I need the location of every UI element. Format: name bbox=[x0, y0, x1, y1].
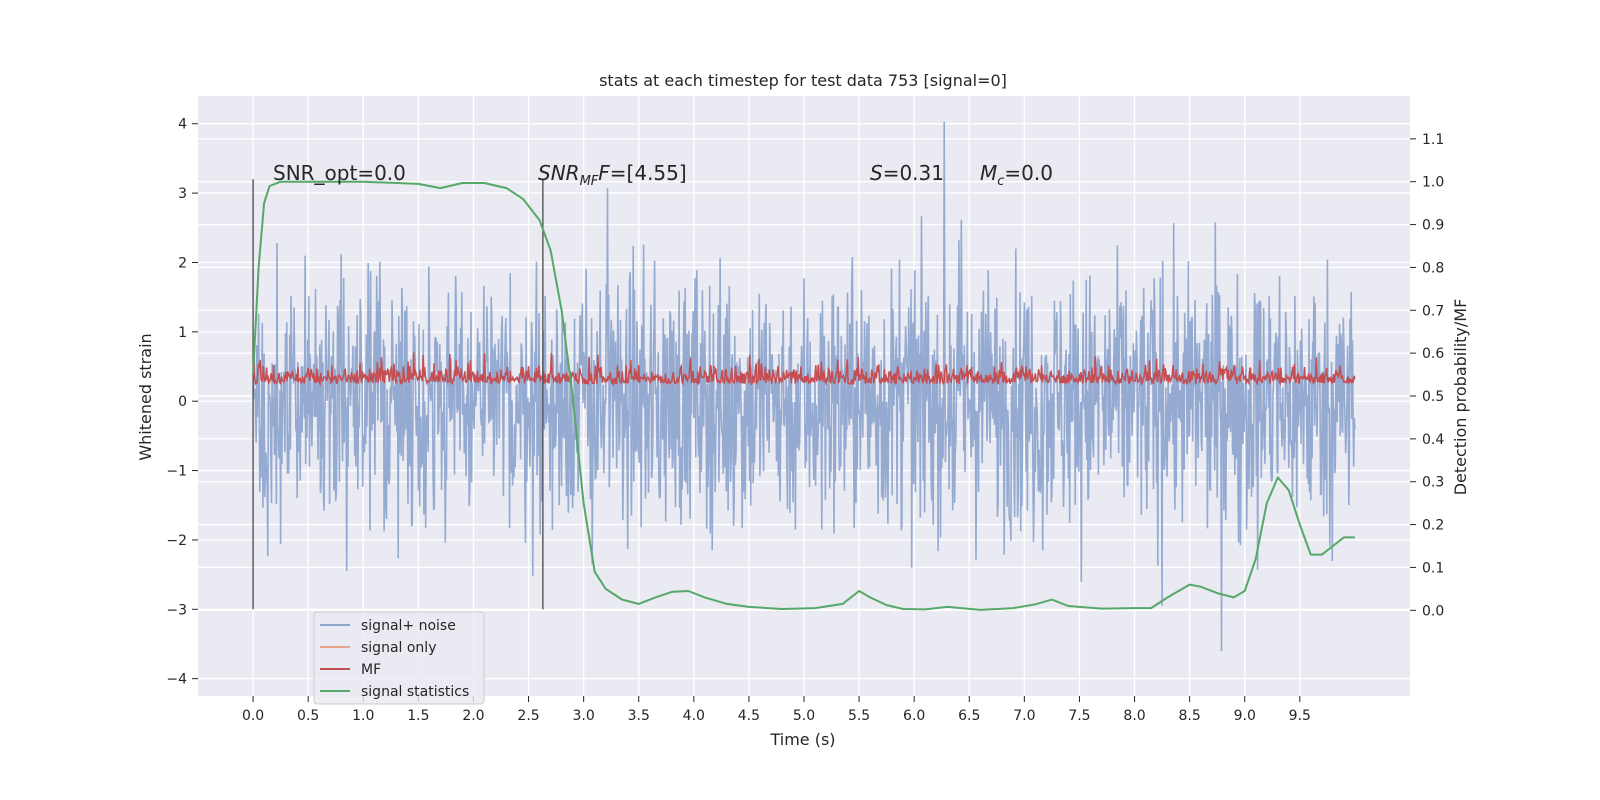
annotation-snr-mf: SNRMFF=[4.55] bbox=[538, 161, 687, 189]
annotation-snr-mf-value: =[4.55] bbox=[610, 161, 687, 185]
x-axis-ticks: 0.0 0.5 1.0 1.5 2.0 2.5 3.0 3.5 4.0 4.5 5.0 5.5 6.0 6… bbox=[242, 696, 1311, 724]
y-right-tick-label-0: 0.0 bbox=[1422, 603, 1444, 619]
x-tick-label-4: 2.0 bbox=[462, 708, 484, 724]
y-right-tick-label-2: 0.2 bbox=[1422, 518, 1444, 534]
x-tick-label-12: 6.0 bbox=[903, 708, 925, 724]
annotation-mc-symbol: M bbox=[980, 161, 997, 185]
x-tick-label-9: 4.5 bbox=[738, 708, 760, 724]
annotation-mc-value: =0.0 bbox=[1004, 161, 1053, 185]
y-right-tick-label-8: 0.8 bbox=[1422, 260, 1444, 276]
x-tick-label-19: 9.5 bbox=[1289, 708, 1311, 724]
annotation-mc-subscript: c bbox=[997, 174, 1004, 189]
y-tick-label-4: 0 bbox=[178, 394, 187, 410]
y-tick-label-6: 2 bbox=[178, 255, 187, 271]
x-tick-label-0: 0.0 bbox=[242, 708, 264, 724]
annotation-mc: Mc=0.0 bbox=[980, 161, 1053, 189]
mf-line bbox=[252, 352, 1356, 387]
annotation-snr-opt: SNR_opt=0.0 bbox=[273, 161, 406, 185]
y-tick-label-0: −4 bbox=[166, 672, 187, 688]
legend-label-signal-noise: signal+ noise bbox=[361, 618, 456, 634]
x-tick-label-6: 3.0 bbox=[573, 708, 595, 724]
y-right-tick-label-5: 0.5 bbox=[1422, 389, 1444, 405]
signal-noise-series bbox=[252, 121, 1356, 652]
legend-label-mf: MF bbox=[361, 662, 381, 678]
mf-series bbox=[252, 352, 1356, 387]
y-right-tick-label-11: 1.1 bbox=[1422, 132, 1444, 148]
y-axis-label: Whitened strain bbox=[136, 333, 155, 460]
y-right-tick-label-7: 0.7 bbox=[1422, 303, 1444, 319]
y-tick-label-1: −3 bbox=[166, 602, 187, 618]
y-axis-ticks: −4 −3 −2 −1 0 1 2 3 4 bbox=[166, 117, 198, 688]
legend-label-signal-statistics: signal statistics bbox=[361, 684, 469, 700]
y-tick-label-5: 1 bbox=[178, 325, 187, 341]
y-right-tick-label-9: 0.9 bbox=[1422, 218, 1444, 234]
y-tick-label-2: −2 bbox=[166, 533, 187, 549]
y-tick-label-7: 3 bbox=[178, 186, 187, 202]
x-tick-label-7: 3.5 bbox=[628, 708, 650, 724]
annotation-snr-mf-f: F bbox=[598, 161, 610, 185]
y-right-tick-label-1: 0.1 bbox=[1422, 560, 1444, 576]
x-tick-label-3: 1.5 bbox=[407, 708, 429, 724]
y-tick-label-3: −1 bbox=[166, 464, 187, 480]
annotation-s-value: =0.31 bbox=[883, 161, 944, 185]
legend-label-signal-only: signal only bbox=[361, 640, 436, 656]
x-tick-label-18: 9.0 bbox=[1234, 708, 1256, 724]
x-tick-label-16: 8.0 bbox=[1123, 708, 1145, 724]
annotation-s-symbol: S bbox=[870, 161, 883, 185]
x-tick-label-13: 6.5 bbox=[958, 708, 980, 724]
x-tick-label-8: 4.0 bbox=[683, 708, 705, 724]
x-tick-label-10: 5.0 bbox=[793, 708, 815, 724]
y-tick-label-8: 4 bbox=[178, 117, 187, 133]
x-tick-label-17: 8.5 bbox=[1179, 708, 1201, 724]
legend-box bbox=[313, 611, 485, 705]
y-right-tick-label-3: 0.3 bbox=[1422, 475, 1444, 491]
x-tick-label-5: 2.5 bbox=[517, 708, 539, 724]
x-tick-label-15: 7.5 bbox=[1068, 708, 1090, 724]
annotation-snr-mf-subscript: MF bbox=[580, 174, 599, 189]
y-right-axis-label: Detection probability/MF bbox=[1451, 299, 1470, 496]
x-tick-label-1: 0.5 bbox=[297, 708, 319, 724]
signal-statistics-line bbox=[252, 180, 1355, 611]
y-right-axis-ticks: 0.0 0.1 0.2 0.3 0.4 0.5 0.6 0.7 0.8 0.9 1.0 1.1 bbox=[1410, 132, 1444, 619]
signal-noise-line bbox=[252, 121, 1356, 652]
y-right-tick-label-10: 1.0 bbox=[1422, 175, 1444, 191]
x-tick-label-11: 5.5 bbox=[848, 708, 870, 724]
x-tick-label-14: 7.0 bbox=[1013, 708, 1035, 724]
y-right-tick-label-6: 0.6 bbox=[1422, 346, 1444, 362]
y-right-tick-label-4: 0.4 bbox=[1422, 432, 1444, 448]
annotation-s: S=0.31 bbox=[870, 161, 944, 185]
legend: signal+ noise signal only MF signal stat… bbox=[313, 611, 485, 705]
chart-title: stats at each timestep for test data 753… bbox=[599, 71, 1007, 90]
vertical-markers bbox=[252, 179, 544, 610]
x-axis-label: Time (s) bbox=[769, 730, 835, 749]
x-tick-label-2: 1.0 bbox=[352, 708, 374, 724]
annotation-snr-mf-symbol: SNR bbox=[538, 161, 580, 185]
signal-statistics-series bbox=[252, 180, 1355, 611]
